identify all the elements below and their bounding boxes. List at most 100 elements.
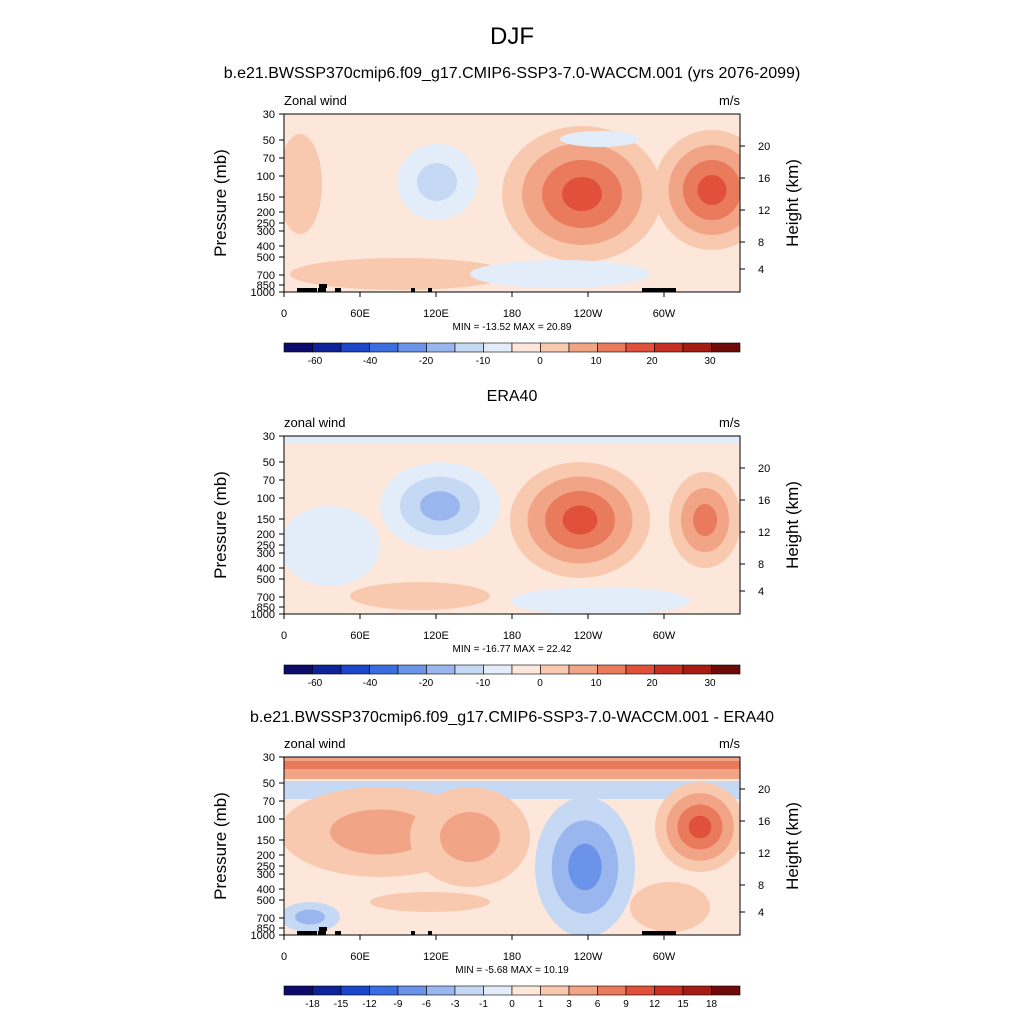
field-negative-low xyxy=(295,909,325,925)
y-tick-label: 700 xyxy=(257,270,275,282)
colorbar-label: 10 xyxy=(590,678,602,689)
field-low-easterly xyxy=(510,587,690,614)
colorbar-box xyxy=(454,985,484,996)
field-upper-easterly xyxy=(284,436,740,444)
y-right-tick-label: 4 xyxy=(758,907,764,919)
y-tick-label: 50 xyxy=(263,135,275,147)
x-tick-label: 60W xyxy=(653,951,676,963)
x-tick-label: 0 xyxy=(281,951,287,963)
colorbar-label: -10 xyxy=(476,356,491,367)
field-negative-pacific xyxy=(568,843,602,891)
field-low-level xyxy=(350,582,490,610)
units-label: m/s xyxy=(719,93,740,108)
x-tick-label: 0 xyxy=(281,630,287,642)
field-easterly xyxy=(417,163,457,201)
colorbar-box xyxy=(540,985,570,996)
figure-title: DJF xyxy=(490,23,534,50)
y-tick-label: 70 xyxy=(263,475,275,487)
x-tick-label: 60W xyxy=(653,630,676,642)
y-tick-label: 1000 xyxy=(251,287,275,299)
y-tick-label: 200 xyxy=(257,529,275,541)
colorbar-box xyxy=(568,664,598,675)
colorbar-box xyxy=(625,342,655,353)
x-tick-label: 120W xyxy=(574,951,603,963)
colorbar-box xyxy=(312,342,342,353)
y-right-tick-label: 16 xyxy=(758,173,770,185)
colorbar-box xyxy=(340,342,370,353)
variable-label: Zonal wind xyxy=(284,93,347,108)
colorbar-box xyxy=(454,342,484,353)
colorbar-box xyxy=(711,985,741,996)
colorbar-box xyxy=(483,664,513,675)
topography-mask xyxy=(428,931,432,935)
colorbar-box xyxy=(340,664,370,675)
colorbar-box xyxy=(312,985,342,996)
y-right-tick-label: 20 xyxy=(758,463,770,475)
colorbar-box xyxy=(369,664,399,675)
y-right-tick-label: 12 xyxy=(758,205,770,217)
colorbar-box xyxy=(511,342,541,353)
y-tick-label: 500 xyxy=(257,895,275,907)
x-tick-label: 120E xyxy=(423,630,449,642)
colorbar-box xyxy=(597,342,627,353)
colorbar-label: 18 xyxy=(706,999,718,1010)
colorbar-box xyxy=(682,664,712,675)
topography-mask xyxy=(335,931,341,935)
colorbar-box xyxy=(454,664,484,675)
y-tick-label: 30 xyxy=(263,109,275,121)
y-tick-label: 250 xyxy=(257,540,275,552)
y-axis-title: Pressure (mb) xyxy=(211,792,230,900)
y-tick-label: 70 xyxy=(263,796,275,808)
field-positive-west xyxy=(330,809,430,855)
y-right-tick-label: 8 xyxy=(758,880,764,892)
topography-mask xyxy=(411,288,415,292)
colorbar-box xyxy=(397,664,427,675)
colorbar-box xyxy=(283,664,313,675)
topography-mask xyxy=(297,931,317,935)
colorbar-label: -10 xyxy=(476,678,491,689)
topography-mask xyxy=(319,284,327,288)
colorbar-box xyxy=(426,985,456,996)
y-tick-label: 500 xyxy=(257,574,275,586)
y-axis-title: Pressure (mb) xyxy=(211,471,230,579)
field-positive-low xyxy=(630,882,710,932)
field-jet-pacific xyxy=(562,177,602,211)
colorbar-label: -1 xyxy=(479,999,488,1010)
colorbar-box xyxy=(483,342,513,353)
topography-mask xyxy=(318,931,326,935)
topography-mask xyxy=(297,288,317,292)
y-tick-label: 100 xyxy=(257,493,275,505)
field-low-positive xyxy=(370,892,490,912)
x-tick-label: 180 xyxy=(503,951,521,963)
colorbar-label: 20 xyxy=(646,356,658,367)
y-right-tick-label: 8 xyxy=(758,559,764,571)
topography-mask xyxy=(335,288,341,292)
colorbar-box xyxy=(654,985,684,996)
colorbar-label: 30 xyxy=(704,356,716,367)
field-positive-atlantic xyxy=(688,815,712,839)
y-right-tick-label: 8 xyxy=(758,237,764,249)
colorbar-box xyxy=(625,985,655,996)
field-jet-pacific xyxy=(562,505,598,535)
colorbar-label: 30 xyxy=(704,678,716,689)
colorbar-label: 0 xyxy=(537,356,543,367)
y-tick-label: 50 xyxy=(263,457,275,469)
colorbar-label: -9 xyxy=(394,999,403,1010)
colorbar-box xyxy=(568,342,598,353)
colorbar-label: -40 xyxy=(363,356,378,367)
colorbar-box xyxy=(369,985,399,996)
colorbar-box xyxy=(369,342,399,353)
y-right-tick-label: 16 xyxy=(758,816,770,828)
x-tick-label: 120W xyxy=(574,630,603,642)
field-low-easterly xyxy=(470,260,650,288)
panel-title: b.e21.BWSSP370cmip6.f09_g17.CMIP6-SSP3-7… xyxy=(250,709,774,726)
field-top-band-core xyxy=(284,761,740,769)
colorbar-box xyxy=(426,342,456,353)
colorbar-box xyxy=(511,985,541,996)
colorbar-label: -60 xyxy=(308,678,323,689)
field-jet-atlantic xyxy=(697,175,727,205)
x-tick-label: 0 xyxy=(281,308,287,320)
y-tick-label: 850 xyxy=(257,602,275,614)
